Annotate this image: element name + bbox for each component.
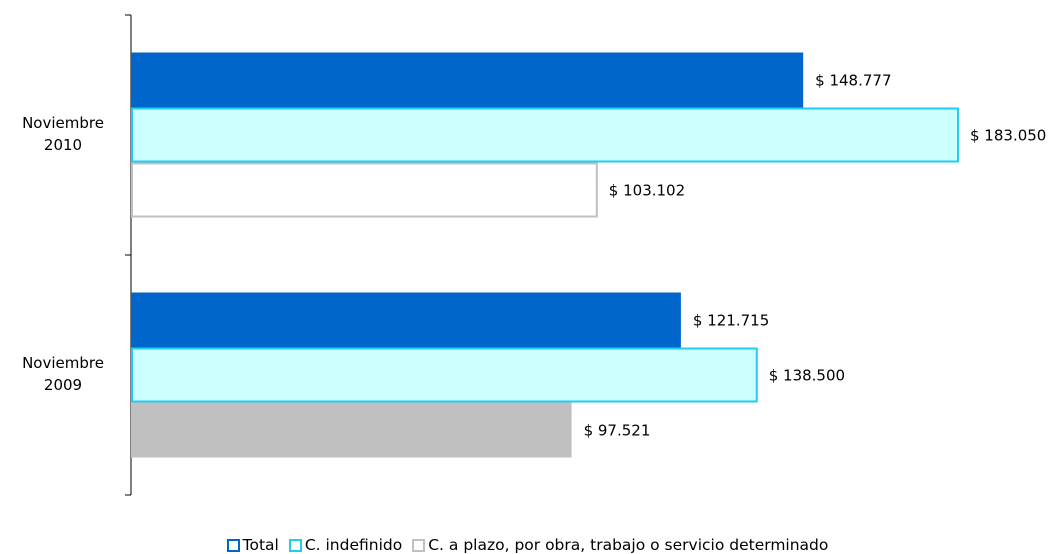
data-label: $ 183.050 — [970, 127, 1046, 145]
legend-item: C. a plazo, por obra, trabajo o servicio… — [412, 536, 828, 554]
legend-label: Total — [242, 536, 279, 554]
data-label: $ 97.521 — [584, 422, 651, 440]
y-tick-label: Noviembre 2010 — [22, 114, 104, 154]
bar — [131, 162, 598, 218]
bar — [131, 52, 804, 108]
data-label: $ 121.715 — [693, 312, 769, 330]
data-label: $ 103.102 — [609, 182, 685, 200]
legend-swatch — [226, 538, 240, 552]
data-label: $ 138.500 — [769, 367, 845, 385]
data-label: $ 148.777 — [815, 72, 891, 90]
legend-swatch — [412, 538, 426, 552]
legend: Total C. indefinido C. a plazo, por obra, … — [0, 536, 1055, 554]
y-tick-label: Noviembre 2009 — [22, 354, 104, 394]
bar — [131, 292, 681, 348]
legend-swatch — [288, 538, 302, 552]
legend-label: C. indefinido — [304, 536, 403, 554]
legend-item: Total — [226, 536, 279, 554]
legend-label: C. a plazo, por obra, trabajo o servicio… — [428, 536, 829, 554]
legend-item: C. indefinido — [288, 536, 403, 554]
bar — [131, 107, 959, 163]
bar — [131, 402, 572, 458]
bar — [131, 347, 758, 403]
